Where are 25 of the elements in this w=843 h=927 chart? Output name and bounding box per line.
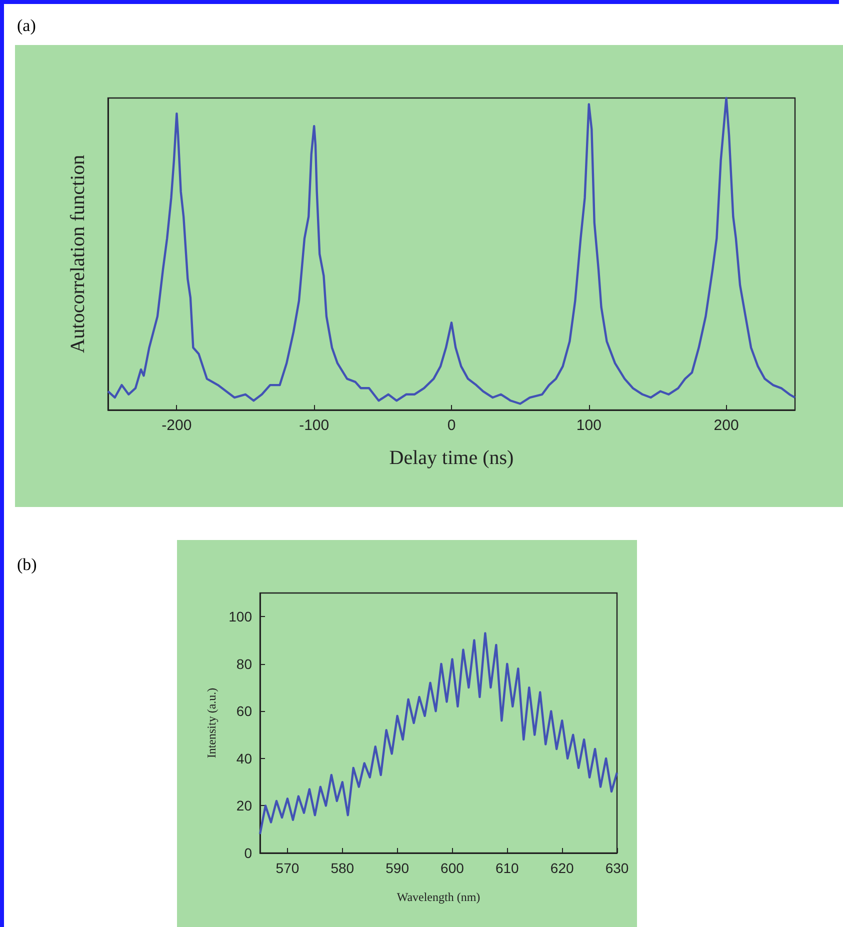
x-tick-label: 100 <box>576 417 602 434</box>
x-tick-label: 630 <box>605 860 629 876</box>
y-tick-label: 80 <box>236 656 252 672</box>
y-tick-label: 60 <box>236 703 252 720</box>
x-tick-label: 200 <box>714 417 739 434</box>
x-tick-label: -100 <box>299 417 330 434</box>
x-tick-label: 620 <box>550 860 574 876</box>
x-tick-label: 570 <box>276 860 300 876</box>
y-tick-label: 100 <box>228 608 252 625</box>
y-axis-title: Autocorrelation function <box>67 154 89 354</box>
y-tick-label: 0 <box>244 845 252 861</box>
x-tick-label: -200 <box>162 417 192 434</box>
x-axis-title: Wavelength (nm) <box>396 890 480 904</box>
x-tick-label: 590 <box>386 860 410 876</box>
x-tick-label: 0 <box>447 417 456 434</box>
y-axis-title: Intensity (a.u.) <box>204 688 219 758</box>
line-series <box>258 632 618 836</box>
x-tick-label: 610 <box>495 860 520 876</box>
text: (a) <box>17 16 36 36</box>
text: (b) <box>17 555 37 575</box>
x-axis-title: Delay time (ns) <box>389 447 514 469</box>
x-tick-label: 600 <box>440 860 464 876</box>
y-tick-label: 40 <box>236 750 252 766</box>
y-tick-label: 20 <box>236 798 252 814</box>
x-tick-label: 580 <box>330 860 354 876</box>
